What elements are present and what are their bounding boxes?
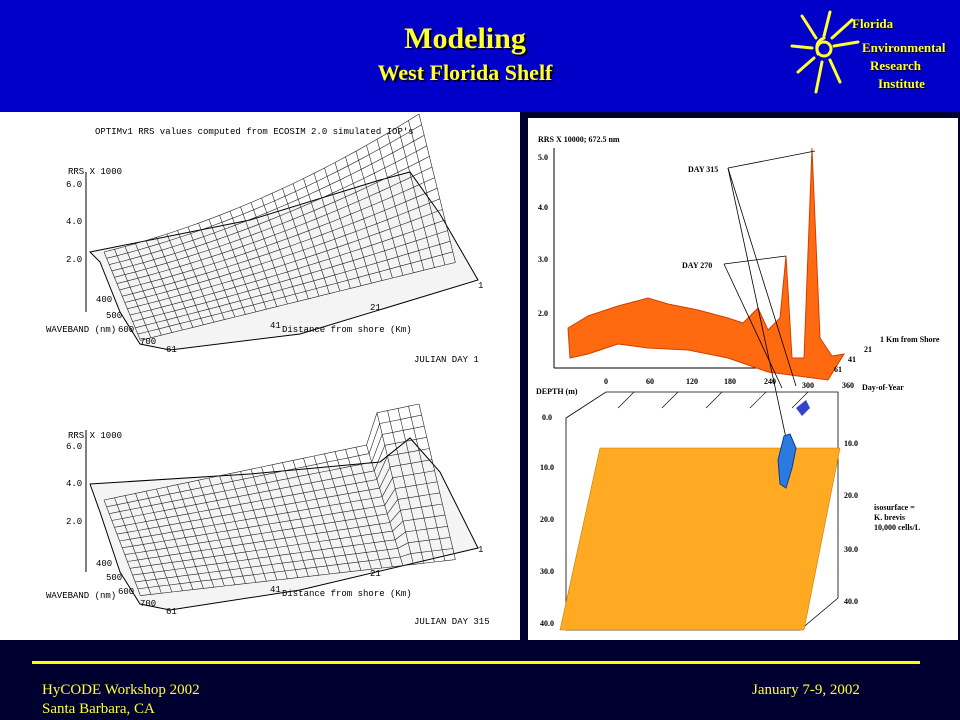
rrs-ytick-5: 5.0 [538,153,548,162]
top-wave-700: 700 [140,337,156,347]
bottom-mesh-surface [89,437,479,611]
isosurface-blob-top [796,400,810,416]
bottom-wireframe-plot: RRS X 1000 6.0 4.0 2.0 WAVEBAND (nm) 400… [46,403,490,627]
top-ztick-2: 2.0 [66,255,82,265]
bottom-dist-21: 21 [370,569,381,579]
institute-logo: Florida Environmental Research Institute [790,6,955,102]
depth-right-40: 40.0 [844,597,858,606]
footer-divider [32,661,920,664]
bottom-ztick-6: 6.0 [66,442,82,452]
depth-hatch [617,391,809,409]
page-title: Modeling [404,22,526,55]
bottom-caption: JULIAN DAY 315 [414,617,490,627]
bottom-wave-label: WAVEBAND (nm) [46,591,116,601]
doy-label: Day-of-Year [862,383,904,392]
top-dist-label: Distance from shore (Km) [282,325,412,335]
bottom-wave-400: 400 [96,559,112,569]
km-tick-61: 61 [834,365,842,374]
top-zlabel: RRS X 1000 [68,167,122,177]
page-subtitle: West Florida Shelf [377,60,553,85]
rrs-ytick-2: 2.0 [538,309,548,318]
top-wave-400: 400 [96,295,112,305]
depth-label: DEPTH (m) [536,387,578,396]
iso-line-2: K. brevis [874,513,905,522]
top-caption: JULIAN DAY 1 [414,355,479,365]
iso-line-1: isosurface = [874,503,915,512]
bottom-wave-500: 500 [106,573,122,583]
bottom-dist-1: 1 [478,545,483,555]
left-wireframe-panel: OPTIMv1 RRS values computed from ECOSIM … [0,112,520,640]
bottom-ztick-2: 2.0 [66,517,82,527]
logo-line-research: Research [870,58,922,73]
footer-dates: January 7-9, 2002 [752,682,860,698]
doy-tick-60: 60 [646,377,654,386]
top-mesh-surface [88,171,479,351]
doy-tick-240: 240 [764,377,776,386]
day315-label: DAY 315 [688,165,718,174]
bottom-wave-600: 600 [118,587,134,597]
depth-right-20: 20.0 [844,491,858,500]
logo-line-environmental: Environmental [862,40,946,55]
top-wave-label: WAVEBAND (nm) [46,325,116,335]
footer-location: Santa Barbara, CA [42,701,155,717]
depth-left-20: 20.0 [540,515,554,524]
rrs-ytick-4: 4.0 [538,203,548,212]
iso-line-3: 10,000 cells/L [874,523,920,532]
depth-left-30: 30.0 [540,567,554,576]
depth-right-10: 10.0 [844,439,858,448]
top-ztick-4: 4.0 [66,217,82,227]
doy-ticks: 0 60 120 180 240 300 360 [604,377,854,390]
top-wave-500: 500 [106,311,122,321]
bottom-wave-700: 700 [140,599,156,609]
bottom-mesh-grid [103,403,456,596]
bottom-dist-label: Distance from shore (Km) [282,589,412,599]
depth-orange-slab [559,447,841,631]
top-mesh-grid [103,113,456,341]
isosurface-blob [777,433,797,489]
right-3d-panel: RRS X 10000; 672.5 nm 5.0 4.0 3.0 2.0 DA… [528,118,958,640]
top-ztick-6: 6.0 [66,180,82,190]
top-dist-1: 1 [478,281,483,291]
bottom-zlabel: RRS X 1000 [68,431,122,441]
rrs-ylabel: RRS X 10000; 672.5 nm [538,135,620,144]
bottom-dist-41: 41 [270,585,281,595]
header-bar: Modeling West Florida Shelf Florida Envi… [0,0,960,112]
doy-tick-360: 360 [842,381,854,390]
logo-line-institute: Institute [878,76,925,91]
left-plot-title: OPTIMv1 RRS values computed from ECOSIM … [95,127,414,137]
top-wave-600: 600 [118,325,134,335]
km-from-shore-label: 1 Km from Shore [880,335,940,344]
doy-tick-180: 180 [724,377,736,386]
top-dist-61: 61 [166,345,177,355]
logo-line-florida: Florida [852,16,894,31]
top-dist-41: 41 [270,321,281,331]
km-tick-21: 21 [864,345,872,354]
footer-workshop: HyCODE Workshop 2002 [42,682,200,698]
bottom-ztick-4: 4.0 [66,479,82,489]
sun-icon [790,10,860,94]
km-tick-41: 41 [848,355,856,364]
rrs-orange-surface [567,147,846,381]
doy-tick-300: 300 [802,381,814,390]
bottom-dist-61: 61 [166,607,177,617]
depth-left-0: 0.0 [542,413,552,422]
doy-tick-120: 120 [686,377,698,386]
rrs-ytick-3: 3.0 [538,255,548,264]
depth-left-40: 40.0 [540,619,554,628]
top-wireframe-plot: RRS X 1000 6.0 4.0 2.0 WAVEBAND (nm) 400… [46,113,483,365]
top-dist-21: 21 [370,303,381,313]
doy-tick-0: 0 [604,377,608,386]
day270-label: DAY 270 [682,261,712,270]
depth-right-30: 30.0 [844,545,858,554]
depth-left-10: 10.0 [540,463,554,472]
